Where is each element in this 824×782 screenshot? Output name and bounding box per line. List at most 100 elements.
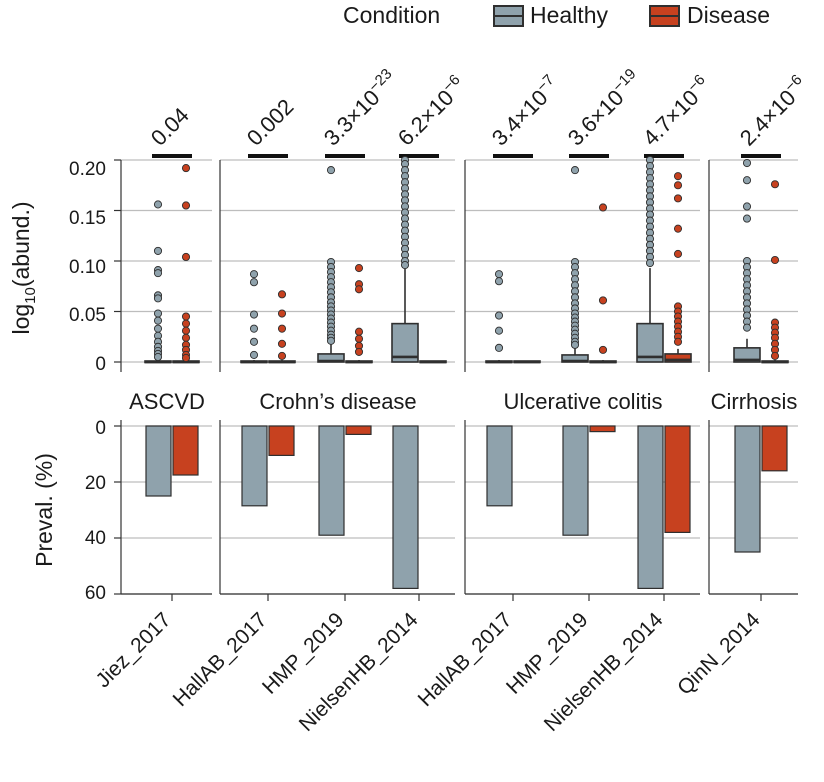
bottom-y-tick-label: 20 [85,473,106,494]
category-label: Jiez_2017 [92,608,176,692]
top-y-axis-label: log10(abund.) [8,201,39,334]
outlier-point-disease [181,319,191,328]
outlier-point-healthy [326,166,336,175]
panel-frames [114,159,798,601]
outlier-point-disease [598,203,608,212]
outlier-point-healthy [494,277,504,286]
outlier-point-disease [181,201,191,210]
legend: Condition Healthy Disease [343,2,770,28]
category-label: HallAB_2017 [169,608,272,711]
pvalue-label: 0.04 [146,103,194,151]
outlier-point-disease [673,194,683,203]
prevalence-bar-healthy [392,425,419,589]
prevalence-bar-healthy [318,425,345,536]
outlier-point-healthy [494,343,504,352]
top-y-tick-label: 0.15 [69,208,106,229]
outlier-point-healthy [400,260,410,270]
outlier-point-healthy [153,269,163,278]
outlier-point-disease [277,290,287,299]
outlier-point-disease [181,312,191,321]
legend-title: Condition [343,2,440,28]
outlier-point-disease [770,255,780,265]
boxplot-box-healthy [733,347,761,363]
outlier-point-healthy [249,278,259,287]
outlier-point-disease [277,309,287,318]
outlier-point-healthy [742,214,752,223]
boxplot-box-disease [664,353,692,363]
outlier-point-healthy [742,158,752,168]
outlier-point-disease [354,327,364,336]
outlier-point-disease [770,180,780,189]
outlier-point-disease [673,172,683,181]
outlier-point-disease [598,345,608,354]
prevalence-bar-disease [172,425,199,476]
pvalue-label: 0.002 [242,94,299,151]
prevalence-bar-healthy [637,425,664,589]
panel-title-ulcerative-colitis: Ulcerative colitis [504,389,663,414]
outlier-point-disease [598,296,608,305]
prevalence-bar-healthy [562,425,589,536]
outlier-point-healthy [645,258,655,268]
outlier-point-healthy [249,270,259,279]
bottom-y-tick-label: 0 [95,418,106,439]
outlier-point-healthy [494,311,504,320]
outlier-point-healthy [249,310,259,319]
outlier-point-disease [354,347,364,356]
outlier-point-healthy [742,202,752,211]
pvalue-label: 4.7×10−6 [636,71,715,150]
category-labels: Jiez_2017 HallAB_2017 HMP_2019 NielsenHB… [92,608,765,736]
outlier-point-disease [673,181,683,190]
prevalence-bar-disease [664,425,691,534]
bottom-y-ticks: 0 20 40 60 [85,418,106,604]
outlier-point-disease [673,249,683,258]
legend-healthy-label: Healthy [530,2,608,28]
outlier-point-disease [181,164,191,173]
prevalence-bar-disease [345,425,372,435]
category-label: HallAB_2017 [414,608,517,711]
outlier-point-disease [354,334,364,343]
prevalence-bar-healthy [734,425,761,553]
panel-title-crohns: Crohn’s disease [259,389,416,414]
outlier-point-healthy [494,326,504,335]
prevalence-bar-disease [268,425,295,456]
pvalue-label: 6.2×10−6 [391,71,470,150]
outlier-point-disease [277,324,287,333]
outlier-point-healthy [153,309,163,318]
outlier-point-healthy [153,294,163,303]
category-label: QinN_2014 [673,608,765,700]
top-y-tick-label: 0 [95,354,106,375]
top-y-ticks: 0 0.05 0.10 0.15 0.20 [69,159,106,375]
outlier-point-disease [770,351,780,360]
legend-disease-label: Disease [687,2,770,28]
outlier-point-healthy [249,324,259,333]
bottom-y-tick-label: 40 [85,528,106,549]
prevalence-bar-healthy [486,425,513,507]
top-y-tick-label: 0.05 [69,305,106,326]
prevalence-bar-disease [761,425,788,472]
outlier-point-disease [277,339,287,348]
bottom-y-tick-label: 60 [85,583,106,604]
outlier-point-healthy [570,340,580,349]
top-y-tick-label: 0.10 [69,257,106,278]
pvalue-label: 3.6×10−19 [561,65,646,150]
outlier-point-disease [181,333,191,342]
outlier-point-disease [673,337,683,346]
outlier-point-healthy [494,270,504,279]
outlier-point-healthy [570,166,580,175]
outlier-point-disease [277,351,287,360]
outlier-point-disease [181,252,191,262]
outlier-point-healthy [153,324,163,333]
outlier-point-healthy [742,323,752,332]
outlier-point-healthy [153,246,163,255]
outlier-point-disease [181,353,191,363]
pvalue-labels: 0.04 0.002 3.3×10−23 6.2×10−6 3.4×10−7 3… [146,65,812,151]
prevalence-bar-disease [589,425,616,433]
boxplot-box-healthy [636,322,664,363]
pvalue-label: 3.4×10−7 [485,71,564,150]
panel-title-cirrhosis: Cirrhosis [711,389,798,414]
outlier-point-disease [181,326,191,335]
outlier-point-disease [354,264,364,273]
pvalue-label: 2.4×10−6 [733,71,812,150]
outlier-point-healthy [153,316,163,325]
